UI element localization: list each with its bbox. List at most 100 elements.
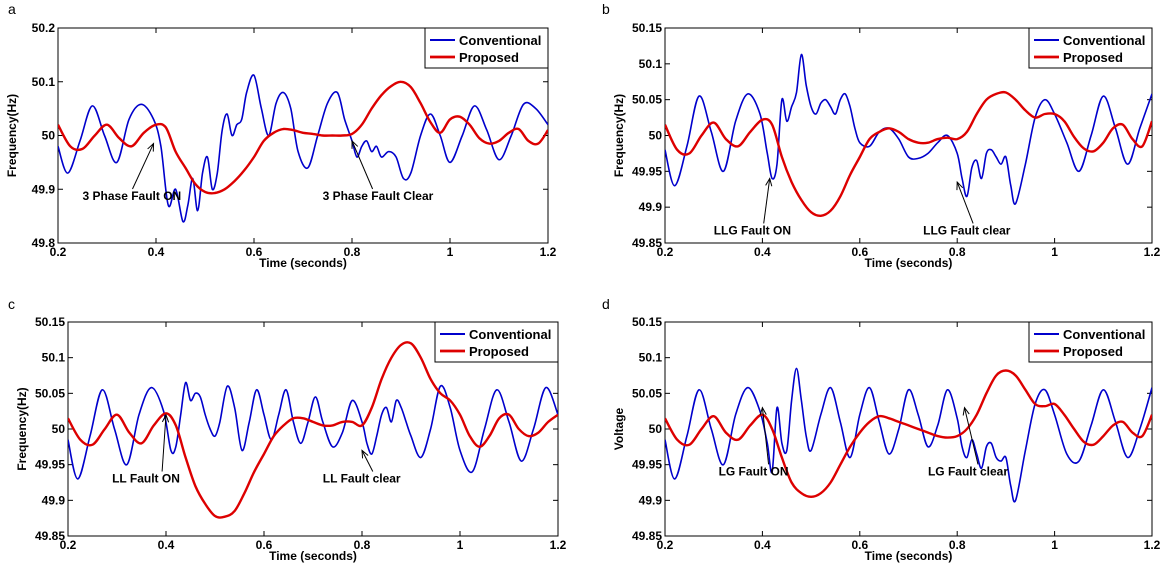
panel-label: d [602,296,610,312]
y-tick-label: 49.85 [632,236,662,250]
y-axis-label: Frequency(Hz) [5,94,19,177]
y-tick-label: 50.05 [632,386,662,400]
legend: Conventional Proposed [424,27,549,69]
annotation-arrowhead [161,413,170,423]
x-tick-label: 1 [1051,245,1058,259]
series-line-conventional [58,74,548,223]
x-tick-label: 0.6 [256,538,273,552]
y-tick-label: 49.9 [42,493,66,507]
annotation-label: 3 Phase Fault Clear [323,189,434,203]
panel-label: a [8,1,16,17]
annotation-label: LLG Fault clear [923,223,1011,237]
y-tick-label: 50.05 [35,386,65,400]
annotation-arrow [161,414,167,472]
series-line-proposed [665,369,1152,499]
legend-entry-conventional: Conventional [1063,33,1145,48]
annotation-arrowhead [361,449,369,459]
legend-box [1028,27,1153,69]
y-tick-label: 50 [649,129,663,143]
annotation-arrowhead [351,139,359,149]
x-tick-label: 0.4 [754,245,771,259]
legend-entry-proposed: Proposed [459,50,519,65]
x-tick-label: 0.4 [148,245,165,259]
y-tick-label: 49.95 [35,458,65,472]
x-tick-label: 1 [457,538,464,552]
panel-label: b [602,1,610,17]
annotation-arrow [964,407,979,465]
y-tick-label: 50.1 [639,351,663,365]
x-tick-label: 1.2 [1144,245,1161,259]
annotation-label: LL Fault clear [323,472,401,486]
y-tick-label: 49.9 [32,182,56,196]
legend: Conventional Proposed [434,321,559,363]
x-tick-label: 1 [447,245,454,259]
y-tick-label: 50.15 [35,315,65,329]
panel-c: c 0.2 0.4 0.6 0.8 1 1.2 49.85 49.9 49.95 50 50.05 50… [8,296,567,563]
x-tick-label: 0.8 [354,538,371,552]
annotation-arrow [763,178,771,224]
y-tick-label: 50 [649,422,663,436]
x-tick-label: 0.8 [344,245,361,259]
x-tick-label: 0.6 [246,245,263,259]
annotation-arrowhead [765,177,773,187]
x-tick-label: 0.2 [657,245,674,259]
legend-box [434,321,559,363]
legend-entry-proposed: Proposed [1063,344,1123,359]
y-tick-label: 49.95 [632,458,662,472]
legend-entry-conventional: Conventional [459,33,541,48]
panel-d: d 0.2 0.4 0.6 0.8 1 1.2 49.85 49.9 49.95 50 50.05 50… [602,296,1161,563]
y-tick-label: 49.95 [632,164,662,178]
annotation-label: LG Fault ON [719,464,789,478]
annotation-arrow [351,140,374,190]
y-tick-label: 50.15 [632,21,662,35]
annotation-arrowhead [956,180,964,191]
y-axis-label: Voltage [612,407,626,450]
x-tick-label: 0.6 [851,245,868,259]
legend-box [1028,321,1153,363]
annotation-arrowhead [759,406,767,416]
legend-entry-conventional: Conventional [1063,327,1145,342]
y-tick-label: 50.1 [639,57,663,71]
y-axis-label: Frequency(Hz) [612,94,626,177]
x-tick-label: 0.8 [949,245,966,259]
series-line-proposed [58,80,548,195]
y-tick-label: 49.85 [632,529,662,543]
y-tick-label: 50 [52,422,66,436]
y-tick-label: 50.2 [32,21,56,35]
series-line-proposed [68,341,558,519]
y-tick-label: 49.9 [639,200,663,214]
y-tick-label: 50.1 [42,351,66,365]
x-tick-label: 1.2 [550,538,567,552]
annotation-label: LL Fault ON [112,472,180,486]
legend: Conventional Proposed [1028,321,1153,363]
legend-entry-proposed: Proposed [469,344,529,359]
y-tick-label: 50.05 [632,93,662,107]
annotation-arrow [956,181,974,224]
x-tick-label: 0.2 [50,245,67,259]
x-tick-label: 0.2 [657,538,674,552]
x-tick-label: 1.2 [1144,538,1161,552]
series-line-conventional [68,381,558,480]
y-tick-label: 49.9 [639,493,663,507]
x-tick-label: 1.2 [540,245,557,259]
annotation-arrowhead [147,142,155,152]
panel-label: c [8,296,15,312]
annotation-arrow [132,143,155,190]
y-tick-label: 50.15 [632,315,662,329]
x-tick-label: 0.4 [158,538,175,552]
series-line-conventional [665,367,1152,503]
y-tick-label: 49.8 [32,236,56,250]
x-tick-label: 0.2 [60,538,77,552]
legend-entry-conventional: Conventional [469,327,551,342]
series-line-proposed [665,90,1152,218]
panel-b: b 0.2 0.4 0.6 0.8 1 1.2 49.85 49.9 49.95 50 50.05 50… [602,1,1161,270]
legend: Conventional Proposed [1028,27,1153,69]
x-tick-label: 1 [1051,538,1058,552]
x-tick-label: 0.8 [949,538,966,552]
y-axis-label: Frequency(Hz) [15,387,29,470]
y-tick-label: 49.85 [35,529,65,543]
y-tick-label: 50 [42,129,56,143]
x-axis-label: Time (seconds) [259,256,347,270]
annotation-label: LLG Fault ON [714,223,791,237]
